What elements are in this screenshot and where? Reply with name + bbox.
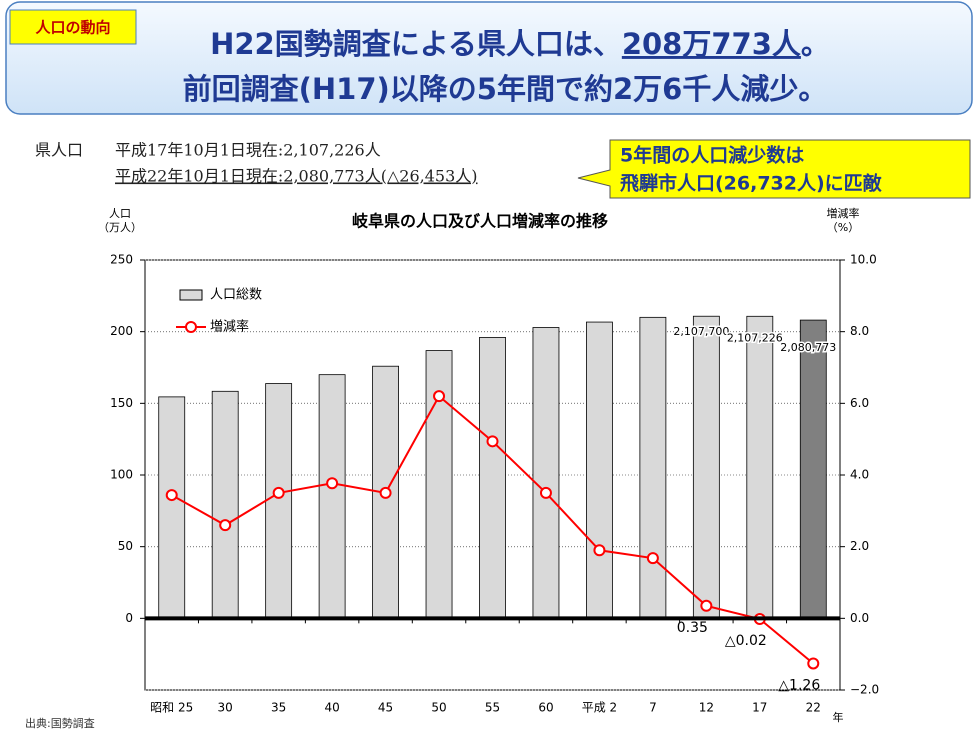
- line-marker: [165, 489, 178, 502]
- line-value-label: 0.35: [677, 620, 708, 636]
- y-tick-label: 150: [110, 396, 133, 410]
- line-value-label: △1.26: [778, 677, 820, 693]
- info-label: 県人口: [35, 141, 83, 160]
- y2-label: （%）: [827, 221, 859, 234]
- x-tick-label: 7: [649, 701, 657, 715]
- bar-value-label: 2,107,226: [727, 331, 783, 344]
- y-tick-label: 200: [110, 324, 133, 338]
- line-marker: [379, 486, 392, 499]
- y2-tick-label: 0.0: [850, 611, 869, 625]
- title-line2: 前回調査(H17)以降の5年間で約2万6千人減少。: [183, 72, 828, 106]
- x-tick-label: 平成 2: [582, 701, 617, 715]
- x-unit: 年: [833, 710, 844, 724]
- y2-label: 増減率: [827, 206, 860, 220]
- bar-value-label: 2,080,773: [780, 341, 836, 354]
- y2-tick-label: 6.0: [850, 396, 869, 410]
- callout-line: 5年間の人口減少数は: [620, 144, 804, 167]
- y-tick-label: 50: [118, 539, 133, 553]
- x-tick-label: 12: [699, 701, 714, 715]
- legend-label: 増減率: [210, 319, 249, 335]
- line-marker: [646, 552, 659, 565]
- callout-box: [577, 139, 971, 199]
- line-marker: [807, 657, 820, 670]
- tag: 人口の動向: [35, 19, 110, 37]
- line-value-label: △0.02: [725, 633, 767, 649]
- y2-tick-label: 2.0: [850, 539, 869, 553]
- x-tick-label: 35: [271, 701, 286, 715]
- title-part: 208万773人: [622, 27, 801, 61]
- legend-swatch: [185, 321, 197, 333]
- title-part: H22国勢調査による県人口は、: [210, 27, 622, 61]
- x-tick-label: 昭和 25: [150, 701, 193, 715]
- bar: [692, 315, 720, 619]
- info-line: 平成22年10月1日現在:2,080,773人(△26,453人): [115, 167, 478, 186]
- y2-tick-label: 10.0: [850, 253, 877, 267]
- chart-title: 岐阜県の人口及び人口増減率の推移: [352, 212, 608, 231]
- bar: [158, 396, 186, 619]
- x-tick-label: 50: [431, 701, 446, 715]
- bar-value-label: 2,107,700: [673, 325, 729, 338]
- legend-swatch: [179, 289, 203, 301]
- line-marker: [326, 477, 339, 490]
- title-part: 。: [801, 27, 830, 61]
- x-tick-label: 45: [378, 701, 393, 715]
- tag-box: [9, 9, 137, 45]
- callout-line: 飛騨市人口(26,732人)に匹敵: [620, 172, 883, 195]
- header-box: [5, 1, 973, 115]
- line-marker: [700, 599, 713, 612]
- y2-tick-label: 4.0: [850, 468, 869, 482]
- legend-label: 人口総数: [210, 288, 262, 303]
- x-tick-label: 30: [218, 701, 233, 715]
- bar: [479, 336, 506, 619]
- line-marker: [272, 486, 285, 499]
- source: 出典:国勢調査: [25, 716, 95, 730]
- line-marker: [539, 486, 552, 499]
- y2-tick-label: −2.0: [850, 683, 879, 697]
- y-tick-label: 250: [110, 253, 133, 267]
- x-tick-label: 40: [324, 701, 339, 715]
- y-tick-label: 0: [125, 611, 133, 625]
- bar: [586, 321, 613, 619]
- info-line: 平成17年10月1日現在:2,107,226人: [115, 141, 381, 160]
- bar: [532, 327, 560, 619]
- x-tick-label: 55: [485, 701, 500, 715]
- y-label: （万人）: [98, 221, 142, 234]
- line-marker: [433, 390, 446, 403]
- line-marker: [593, 544, 606, 557]
- y-label: 人口: [109, 207, 131, 220]
- bar: [318, 374, 346, 619]
- title-line1: H22国勢調査による県人口は、208万773人。: [210, 27, 830, 61]
- bar: [799, 319, 827, 619]
- line-marker: [486, 435, 499, 448]
- bar: [746, 315, 774, 619]
- x-tick-label: 17: [752, 701, 767, 715]
- x-tick-label: 22: [806, 701, 821, 715]
- bar: [211, 390, 239, 619]
- bar: [265, 383, 293, 619]
- x-tick-label: 60: [538, 701, 553, 715]
- y-tick-label: 100: [110, 468, 133, 482]
- bar: [639, 316, 667, 619]
- bar: [425, 350, 453, 619]
- line-marker: [219, 519, 232, 532]
- y2-tick-label: 8.0: [850, 324, 869, 338]
